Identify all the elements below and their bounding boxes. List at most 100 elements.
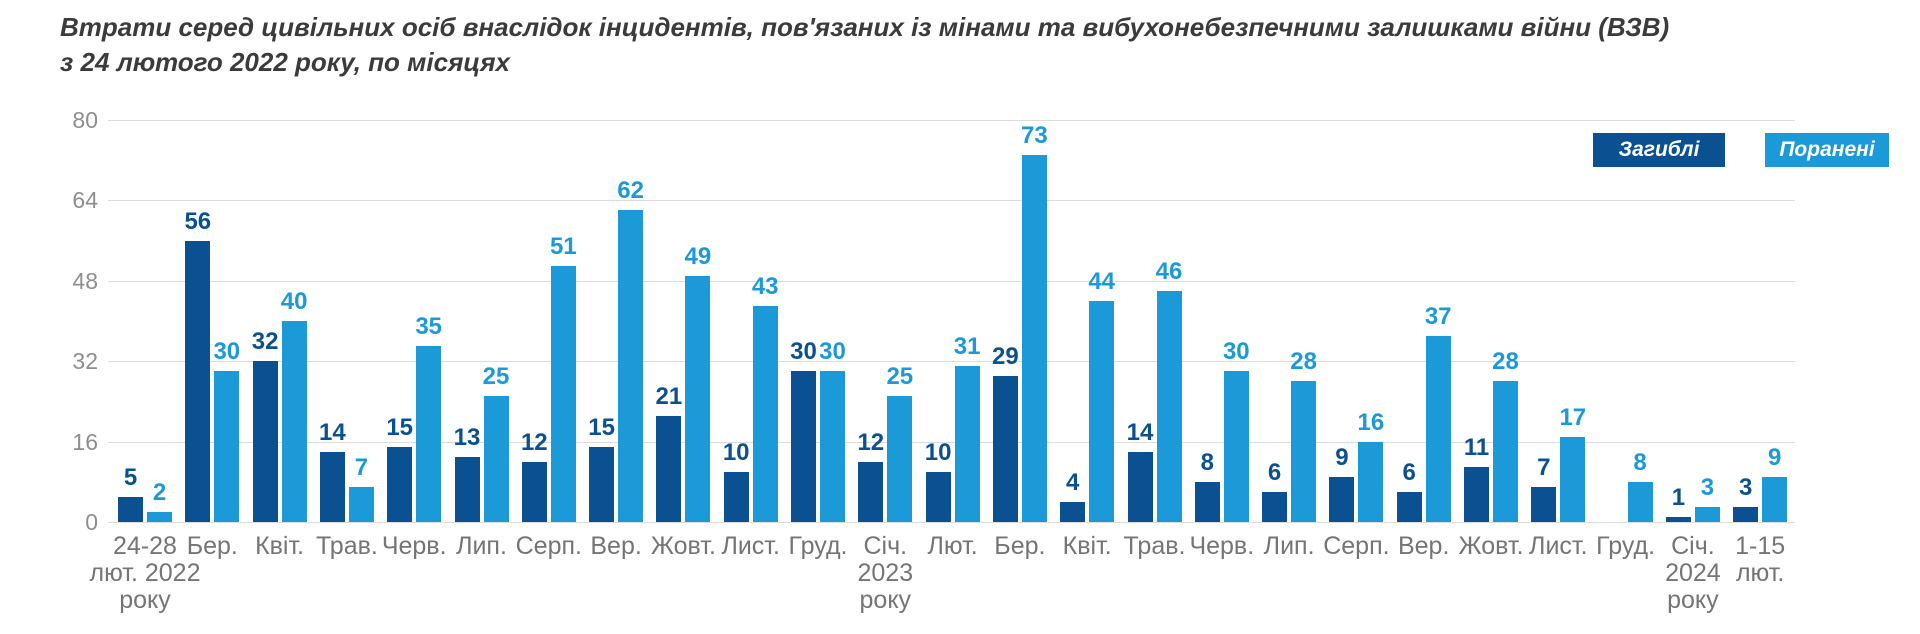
- bar-wounded: [1694, 506, 1720, 522]
- bar-value-killed: 15: [588, 413, 615, 441]
- x-axis-label: Квіт.: [1062, 532, 1112, 560]
- bar-killed: [1733, 506, 1759, 522]
- y-axis-tick-label: 48: [72, 267, 98, 294]
- x-axis-label: Лип.: [456, 532, 507, 560]
- gridline-y-16: [108, 441, 1795, 443]
- bar-wounded: [550, 265, 576, 522]
- bar-value-killed: 9: [1335, 443, 1349, 471]
- bar-killed: [656, 416, 682, 522]
- x-axis-label: Січ. 2024 року: [1665, 532, 1721, 614]
- chart-title-block: Втрати серед цивільних осіб внаслідок ін…: [60, 10, 1669, 80]
- bar-killed: [1464, 466, 1489, 522]
- y-axis-tick-label: 80: [72, 107, 98, 133]
- x-axis-label: Трав.: [315, 532, 378, 560]
- bar-wounded: [1156, 290, 1182, 522]
- bar-value-wounded: 3: [1700, 473, 1715, 501]
- bar-killed: [454, 456, 480, 522]
- bar-wounded: [887, 396, 913, 522]
- bar-value-wounded: 25: [482, 363, 510, 391]
- bar-value-wounded: 30: [213, 338, 241, 366]
- bar-killed: [252, 361, 278, 522]
- bar-value-wounded: 43: [751, 272, 779, 300]
- bar-wounded: [147, 511, 172, 522]
- bar-killed: [858, 461, 884, 522]
- x-axis-label: Вер.: [590, 532, 642, 560]
- bar-value-wounded: 73: [1021, 122, 1048, 150]
- bar-value-killed: 10: [722, 438, 750, 466]
- bar-value-wounded: 16: [1357, 408, 1385, 436]
- x-axis-label: 24-28 лют. 2022 року: [89, 532, 201, 614]
- y-axis-tick-label: 16: [72, 428, 98, 455]
- bar-killed: [992, 376, 1018, 522]
- bar-value-wounded: 46: [1155, 257, 1183, 285]
- bar-value-wounded: 44: [1088, 267, 1116, 295]
- bar-wounded: [1493, 381, 1518, 522]
- bar-killed: [1262, 491, 1288, 522]
- bar-wounded: [618, 210, 644, 522]
- bar-value-killed: 29: [992, 343, 1019, 371]
- bar-value-wounded: 30: [1222, 338, 1250, 366]
- legend-item-killed[interactable]: Загиблі: [1593, 133, 1725, 167]
- bar-value-killed: 11: [1463, 433, 1490, 461]
- bar-wounded: [1223, 371, 1249, 522]
- x-axis-label: Вер.: [1397, 532, 1450, 560]
- bar-value-wounded: 49: [684, 242, 712, 270]
- bar-value-killed: 13: [453, 423, 481, 451]
- bar-killed: [1329, 476, 1355, 522]
- bar-killed: [589, 446, 615, 522]
- gridline-y-0: [108, 522, 1795, 523]
- bar-value-wounded: 40: [280, 288, 308, 315]
- bar-value-wounded: 31: [953, 333, 981, 361]
- bar-value-killed: 3: [1739, 473, 1753, 501]
- x-axis-label: Січ. 2023 року: [857, 532, 914, 614]
- bar-killed: [925, 471, 951, 522]
- bar-wounded: [281, 321, 307, 522]
- bar-value-killed: 6: [1402, 458, 1416, 486]
- bar-wounded: [1358, 441, 1384, 522]
- bar-value-wounded: 28: [1290, 348, 1317, 376]
- bar-killed: [1194, 481, 1220, 522]
- bar-killed: [723, 471, 749, 522]
- bar-wounded: [954, 366, 980, 522]
- x-axis-label: 1-15 лют.: [1735, 532, 1786, 587]
- bar-killed: [185, 240, 211, 522]
- bar-wounded: [1089, 300, 1115, 522]
- bar-wounded: [1425, 336, 1451, 522]
- bar-wounded: [348, 486, 374, 522]
- bar-value-killed: 12: [857, 428, 885, 456]
- bar-killed: [791, 371, 816, 522]
- x-axis-label: Груд.: [788, 532, 848, 560]
- bar-value-killed: 1: [1671, 483, 1686, 511]
- bar-value-killed: 14: [1126, 418, 1154, 446]
- chart-subtitle: з 24 лютого 2022 року, по місяцях: [60, 47, 510, 77]
- bar-wounded: [1291, 381, 1317, 522]
- bar-wounded: [752, 305, 778, 522]
- bar-wounded: [1021, 155, 1047, 522]
- x-axis-label: Серп.: [1323, 532, 1390, 560]
- bar-value-killed: 4: [1066, 468, 1080, 496]
- bar-wounded: [416, 346, 442, 522]
- bar-value-wounded: 51: [549, 232, 577, 260]
- bar-killed: [118, 496, 143, 522]
- bar-killed: [387, 446, 413, 522]
- bar-wounded: [820, 371, 845, 522]
- x-axis-label: Груд.: [1596, 532, 1656, 560]
- bar-killed: [1060, 501, 1086, 522]
- bar-value-killed: 7: [1537, 453, 1551, 481]
- x-axis-label: Серп.: [515, 532, 582, 560]
- bar-killed: [1396, 491, 1422, 522]
- bar-killed: [1665, 516, 1691, 522]
- bar-killed: [521, 461, 547, 522]
- bar-value-wounded: 62: [617, 177, 644, 205]
- x-axis-label: Бер.: [994, 532, 1046, 560]
- x-axis-label: Квіт.: [255, 532, 305, 560]
- legend-item-wounded[interactable]: Поранені: [1765, 133, 1889, 167]
- bar-value-wounded: 37: [1424, 303, 1452, 331]
- x-axis-label: Черв.: [381, 532, 447, 560]
- bar-wounded: [1762, 476, 1788, 522]
- bar-value-wounded: 25: [886, 363, 914, 391]
- bar-value-wounded: 17: [1559, 403, 1587, 431]
- bar-value-wounded: 30: [819, 338, 846, 366]
